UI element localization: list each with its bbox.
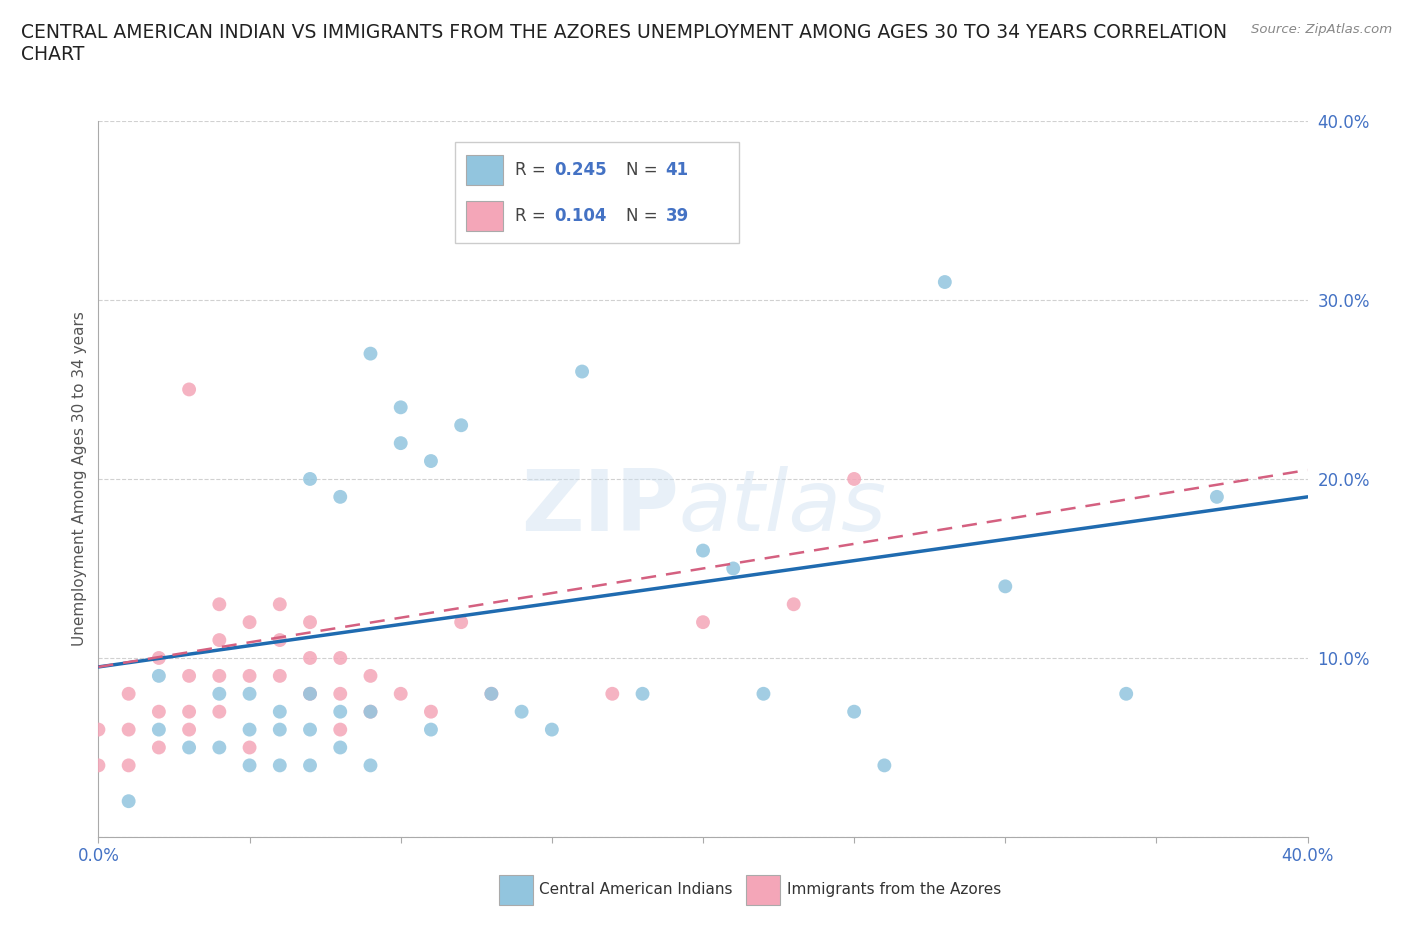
Point	[329, 722, 352, 737]
Point	[179, 704, 201, 719]
Point	[118, 794, 141, 809]
Point	[450, 615, 472, 630]
Point	[148, 651, 170, 666]
Point	[510, 203, 533, 218]
Point	[692, 543, 714, 558]
Point	[179, 669, 201, 684]
Point	[208, 597, 231, 612]
Point	[389, 435, 412, 451]
Point	[420, 454, 443, 469]
Point	[118, 722, 141, 737]
Text: Central American Indians: Central American Indians	[538, 882, 733, 897]
Point	[239, 669, 262, 684]
Point	[239, 758, 262, 773]
Point	[329, 489, 352, 504]
Text: atlas: atlas	[679, 466, 887, 549]
Point	[208, 632, 231, 647]
Point	[269, 722, 291, 737]
Point	[148, 704, 170, 719]
Point	[420, 704, 443, 719]
Point	[1206, 489, 1229, 504]
Point	[179, 740, 201, 755]
Point	[239, 615, 262, 630]
Point	[239, 740, 262, 755]
Point	[299, 758, 322, 773]
Point	[481, 686, 503, 701]
Point	[360, 346, 382, 361]
Point	[329, 740, 352, 755]
Point	[540, 722, 562, 737]
Point	[692, 615, 714, 630]
Point	[148, 740, 170, 755]
Point	[208, 669, 231, 684]
Point	[148, 669, 170, 684]
Point	[481, 686, 503, 701]
Point	[208, 740, 231, 755]
Point	[360, 704, 382, 719]
Text: CENTRAL AMERICAN INDIAN VS IMMIGRANTS FROM THE AZORES UNEMPLOYMENT AMONG AGES 30: CENTRAL AMERICAN INDIAN VS IMMIGRANTS FR…	[21, 23, 1227, 64]
Point	[329, 686, 352, 701]
Point	[269, 669, 291, 684]
Point	[844, 704, 866, 719]
Point	[329, 704, 352, 719]
Point	[844, 472, 866, 486]
Point	[723, 561, 745, 576]
Point	[239, 722, 262, 737]
Point	[208, 686, 231, 701]
Point	[299, 651, 322, 666]
Point	[934, 274, 956, 289]
Point	[179, 382, 201, 397]
Point	[208, 704, 231, 719]
Point	[118, 758, 141, 773]
Point	[571, 364, 593, 379]
FancyBboxPatch shape	[747, 875, 780, 905]
Point	[389, 400, 412, 415]
Point	[299, 472, 322, 486]
Point	[510, 704, 533, 719]
Point	[239, 686, 262, 701]
Point	[329, 651, 352, 666]
Point	[87, 722, 110, 737]
Point	[360, 758, 382, 773]
Point	[360, 669, 382, 684]
Point	[873, 758, 896, 773]
Point	[269, 632, 291, 647]
Text: ZIP: ZIP	[522, 466, 679, 549]
Point	[118, 686, 141, 701]
Point	[360, 704, 382, 719]
Point	[450, 418, 472, 432]
Point	[389, 686, 412, 701]
Point	[269, 704, 291, 719]
Point	[87, 758, 110, 773]
Point	[420, 722, 443, 737]
Point	[752, 686, 775, 701]
Point	[783, 597, 806, 612]
Point	[179, 722, 201, 737]
Point	[299, 686, 322, 701]
Point	[299, 722, 322, 737]
Point	[148, 722, 170, 737]
Point	[269, 597, 291, 612]
Y-axis label: Unemployment Among Ages 30 to 34 years: Unemployment Among Ages 30 to 34 years	[72, 312, 87, 646]
Point	[299, 615, 322, 630]
Point	[299, 686, 322, 701]
Point	[269, 758, 291, 773]
Text: Source: ZipAtlas.com: Source: ZipAtlas.com	[1251, 23, 1392, 36]
Point	[631, 686, 654, 701]
Point	[994, 578, 1017, 594]
Text: Immigrants from the Azores: Immigrants from the Azores	[786, 882, 1001, 897]
Point	[1115, 686, 1137, 701]
FancyBboxPatch shape	[499, 875, 533, 905]
Point	[602, 686, 624, 701]
